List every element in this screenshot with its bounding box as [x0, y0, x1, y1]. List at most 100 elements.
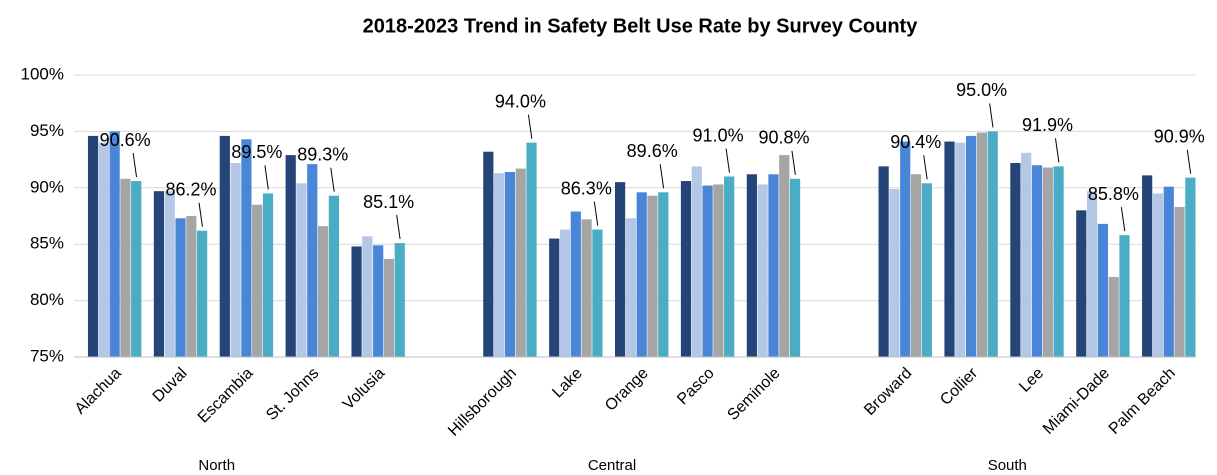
bar: [175, 218, 186, 357]
leader-line: [989, 103, 994, 128]
bar: [680, 181, 692, 357]
data-label: 94.0%: [495, 91, 546, 111]
bar: [789, 178, 801, 357]
data-label: 86.3%: [561, 178, 612, 198]
bar: [955, 142, 966, 357]
data-label: 95.0%: [956, 80, 1007, 100]
bar: [515, 168, 526, 357]
leader-line: [791, 150, 796, 175]
data-label: 85.1%: [363, 192, 414, 212]
bar: [362, 236, 373, 357]
bar: [87, 135, 99, 357]
leader-line: [923, 155, 928, 180]
leader-line: [1054, 138, 1060, 163]
bar: [647, 195, 658, 357]
leader-line: [132, 152, 138, 178]
bar: [757, 184, 768, 357]
bar: [1086, 191, 1098, 357]
bar: [713, 184, 724, 357]
bar: [1053, 166, 1064, 357]
data-label: 89.6%: [627, 141, 678, 161]
leader-line: [396, 215, 401, 240]
bar: [494, 173, 505, 357]
bar: [1042, 167, 1053, 357]
bar: [1097, 223, 1108, 357]
bar: [120, 178, 131, 357]
leader-line: [593, 201, 599, 226]
leader-line: [725, 148, 730, 173]
leader-line: [330, 167, 335, 192]
chart-title: 2018-2023 Trend in Safety Belt Use Rate …: [363, 15, 919, 37]
bar: [109, 131, 120, 357]
leader-line: [264, 165, 269, 190]
y-tick-label: 95%: [30, 121, 64, 140]
bar: [615, 182, 626, 357]
data-label: 91.9%: [1022, 115, 1073, 135]
bar: [262, 193, 274, 357]
bar: [219, 135, 230, 357]
bar: [197, 230, 208, 357]
leader-line: [527, 114, 533, 139]
bar: [186, 216, 197, 357]
bar: [328, 195, 339, 357]
bar: [307, 164, 318, 357]
bar: [241, 139, 252, 357]
bar: [878, 166, 889, 357]
bar: [1163, 186, 1174, 357]
y-tick-label: 100%: [21, 64, 64, 83]
bar: [910, 174, 922, 357]
group-label: North: [198, 457, 235, 474]
bar: [625, 218, 636, 357]
bar: [944, 141, 955, 357]
bar: [900, 141, 911, 357]
bar: [1152, 193, 1164, 357]
bar: [691, 166, 702, 357]
bar: [1142, 175, 1153, 357]
bar: [658, 192, 669, 357]
bar: [383, 258, 395, 357]
bar: [98, 142, 109, 357]
bar: [483, 151, 494, 357]
bar: [394, 243, 405, 357]
bar: [373, 245, 384, 357]
data-label: 90.9%: [1154, 126, 1205, 146]
data-label: 90.4%: [890, 132, 941, 152]
bar: [1031, 165, 1043, 357]
data-label: 91.0%: [693, 125, 744, 145]
bar: [592, 229, 603, 357]
bar: [252, 204, 263, 357]
bar: [921, 183, 932, 357]
data-label: 86.2%: [166, 179, 217, 199]
data-label: 89.3%: [297, 144, 348, 164]
bar: [1119, 235, 1130, 357]
bar: [746, 174, 757, 357]
bar: [351, 246, 362, 357]
bar: [296, 183, 307, 357]
bar: [153, 191, 165, 357]
bar: [285, 155, 296, 357]
bar: [570, 211, 581, 357]
bar: [1174, 206, 1185, 357]
y-tick-label: 90%: [30, 177, 64, 196]
bar: [1021, 152, 1032, 357]
group-label: Central: [588, 457, 636, 474]
data-label: 89.5%: [231, 142, 282, 162]
bar: [966, 135, 977, 357]
leader-line: [198, 202, 203, 227]
bar: [504, 172, 516, 357]
bar: [1108, 276, 1119, 357]
y-tick-label: 85%: [30, 234, 64, 253]
bar: [702, 185, 713, 357]
bar: [636, 192, 647, 357]
y-tick-label: 75%: [30, 346, 64, 365]
bar: [1076, 210, 1087, 357]
bar: [1185, 177, 1196, 357]
group-label: South: [988, 457, 1027, 474]
bar: [768, 174, 779, 357]
leader-line: [659, 164, 665, 189]
bar: [164, 191, 175, 357]
bar: [987, 131, 998, 357]
bar: [559, 229, 571, 357]
bar: [526, 142, 537, 357]
